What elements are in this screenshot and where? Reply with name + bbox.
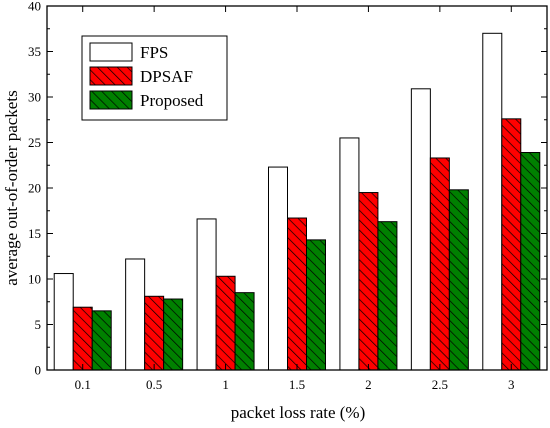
legend: FPS DPSAF Proposed	[82, 36, 227, 120]
x-tick-label: 3	[508, 377, 515, 392]
bar-dpsaf-0.5	[145, 296, 164, 370]
y-tick-label: 20	[28, 181, 41, 196]
bar-proposed-1.5	[307, 240, 326, 370]
legend-label-proposed: Proposed	[140, 91, 204, 110]
bar-dpsaf-3	[502, 119, 521, 370]
y-tick-label: 15	[28, 226, 41, 241]
y-tick-label: 0	[35, 363, 42, 378]
bar-fps-2	[340, 138, 359, 370]
y-tick-label: 40	[28, 0, 41, 14]
bar-proposed-3	[521, 153, 540, 370]
y-tick-label: 25	[28, 135, 41, 150]
bar-fps-2.5	[411, 89, 430, 370]
bar-proposed-2.5	[449, 190, 468, 370]
bar-proposed-0.5	[164, 299, 183, 370]
x-tick-label: 2.5	[432, 377, 448, 392]
bar-dpsaf-1.5	[288, 218, 307, 370]
legend-swatch-proposed	[90, 91, 132, 109]
bar-proposed-1	[235, 293, 254, 370]
y-tick-label: 10	[28, 272, 41, 287]
bar-fps-1	[197, 219, 216, 370]
x-axis-label: packet loss rate (%)	[231, 403, 366, 422]
bar-proposed-0.1	[92, 311, 111, 370]
bar-fps-0.5	[126, 259, 145, 370]
y-tick-label: 35	[28, 44, 41, 59]
legend-label-fps: FPS	[140, 43, 168, 62]
bar-dpsaf-1	[216, 276, 235, 370]
x-tick-label: 0.1	[75, 377, 91, 392]
bar-fps-1.5	[269, 167, 288, 370]
y-tick-label: 30	[28, 90, 41, 105]
legend-swatch-dpsaf	[90, 67, 132, 85]
x-tick-label: 0.5	[146, 377, 162, 392]
y-axis-label: average out-of-order packets	[2, 90, 21, 285]
bar-proposed-2	[378, 222, 397, 370]
x-tick-label: 1.5	[289, 377, 305, 392]
bar-fps-3	[483, 33, 502, 370]
legend-label-dpsaf: DPSAF	[140, 67, 193, 86]
x-tick-label: 2	[365, 377, 372, 392]
y-tick-label: 5	[35, 317, 42, 332]
bar-dpsaf-2.5	[430, 158, 449, 370]
bar-dpsaf-2	[359, 193, 378, 370]
x-tick-label: 1	[222, 377, 229, 392]
legend-swatch-fps	[90, 43, 132, 61]
bar-fps-0.1	[54, 274, 73, 370]
bar-dpsaf-0.1	[73, 307, 92, 370]
